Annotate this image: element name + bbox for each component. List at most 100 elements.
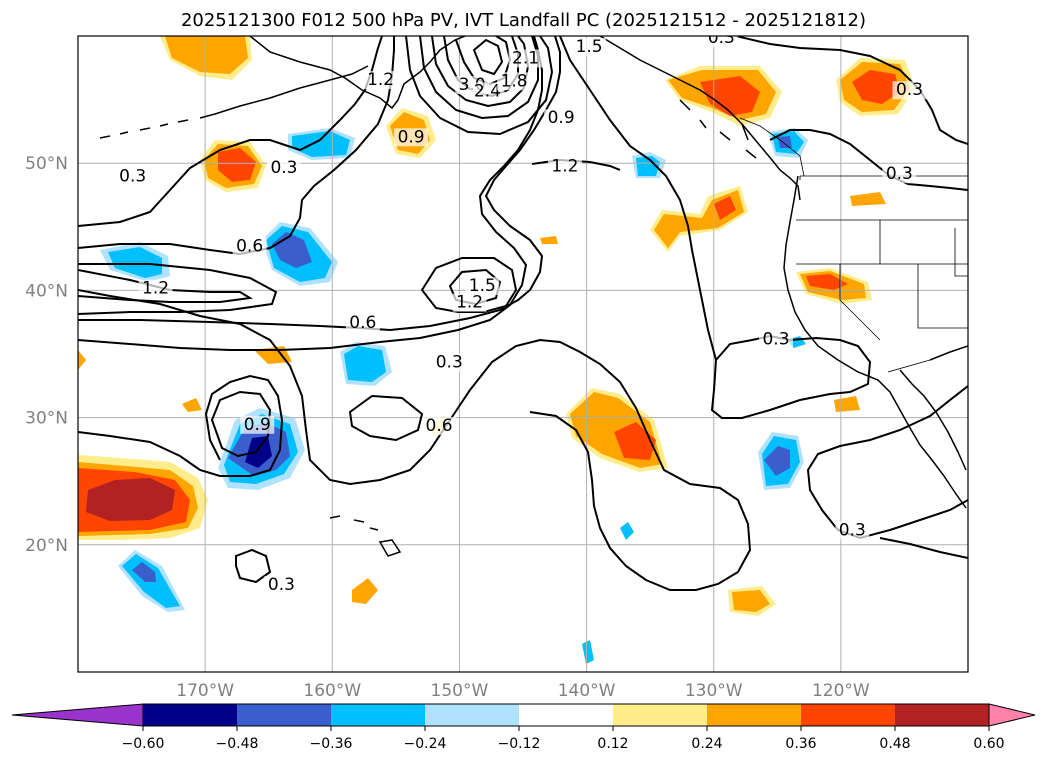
shade-orange-small-3 bbox=[850, 192, 886, 206]
shade-blue-175w-b bbox=[108, 247, 162, 278]
contour-label: 1.2 bbox=[456, 293, 483, 313]
lon-tick-label: 160°W bbox=[303, 681, 361, 701]
colorbar-extend-low bbox=[11, 703, 144, 727]
contour-label-bg bbox=[465, 277, 500, 296]
colorbar-box bbox=[237, 704, 331, 726]
shade-blue-small-2c bbox=[778, 136, 792, 148]
colorbar: −0.60 −0.48 −0.36 −0.24 −0.12 0.12 0.24 0.36 0.4… bbox=[11, 703, 1036, 752]
coast-mexico bbox=[929, 345, 968, 361]
contour-0-3-small bbox=[235, 548, 272, 584]
lon-tick-label: 120°W bbox=[812, 681, 870, 701]
contour-label: 1.5 bbox=[576, 37, 603, 57]
map-frame bbox=[77, 35, 969, 673]
shade-blue-158w-b bbox=[344, 346, 386, 382]
colorbar-box bbox=[613, 704, 707, 726]
lon-tick-label: 130°W bbox=[685, 681, 743, 701]
lat-tick-label: 50°N bbox=[25, 154, 68, 174]
contour-label: 2.1 bbox=[512, 48, 539, 68]
contour-label: 2.4 bbox=[474, 82, 501, 102]
shade-blue-175w-17n-c bbox=[132, 562, 156, 582]
colorbar-extend-high bbox=[988, 703, 1036, 727]
colorbar-tick-label: 0.36 bbox=[785, 736, 816, 752]
contour-label-bg bbox=[572, 37, 607, 56]
coast-aleutians bbox=[99, 119, 189, 139]
shade-orange-133w-44n-c bbox=[714, 196, 736, 220]
contour-label: 0.6 bbox=[236, 237, 263, 257]
border-states bbox=[796, 219, 968, 373]
contour-label-bg bbox=[759, 330, 794, 349]
contour-label: 1.2 bbox=[367, 70, 394, 90]
shade-blue-small-4 bbox=[620, 522, 634, 540]
contour-label-bg bbox=[432, 353, 467, 372]
lon-tick-label: 170°W bbox=[176, 681, 234, 701]
map-title: 2025121300 F012 500 hPa PV, IVT Landfall… bbox=[180, 10, 867, 31]
contour-label-bg bbox=[470, 82, 505, 101]
border-alaska-canada bbox=[739, 117, 805, 180]
contour-label: 0.6 bbox=[426, 416, 453, 436]
contour-label-bg bbox=[266, 158, 301, 177]
contour-label-bg bbox=[882, 165, 917, 184]
lat-tick-label: 30°N bbox=[25, 409, 68, 429]
contour-label: 0.3 bbox=[119, 167, 146, 187]
contour-0-6-main bbox=[78, 36, 561, 332]
contour-0-6-north bbox=[78, 36, 395, 256]
contour-label-bg bbox=[363, 71, 398, 90]
contour-label-bg bbox=[422, 417, 457, 436]
latitude-labels: 50°N 40°N 30°N 20°N bbox=[25, 154, 68, 556]
contour-label: 0.6 bbox=[349, 313, 376, 333]
contour-label: 0.3 bbox=[270, 158, 297, 178]
contour-0-3-ne bbox=[735, 36, 968, 145]
contour-0-9-main bbox=[78, 36, 543, 351]
colorbar-frame bbox=[142, 703, 990, 727]
contour-label: 1.5 bbox=[469, 276, 496, 296]
colorbar-tick-label: 0.48 bbox=[879, 736, 910, 752]
colorbar-tick-label: 0.24 bbox=[691, 736, 722, 752]
contour-label-bg bbox=[497, 72, 532, 91]
contour-label: 0.9 bbox=[548, 108, 575, 128]
contour-label-bg bbox=[138, 279, 173, 298]
contour-label: 1.2 bbox=[551, 157, 578, 177]
shade-blue-125w-c bbox=[764, 446, 790, 476]
contour-label: 0.3 bbox=[839, 520, 866, 540]
contour-ring-5 bbox=[455, 36, 512, 86]
contour-0-3-east bbox=[559, 36, 872, 419]
shade-blue-small-3 bbox=[582, 640, 594, 664]
ivt-contours bbox=[78, 36, 968, 591]
shade-orange-small-8 bbox=[182, 398, 202, 412]
shade-orange-north-b bbox=[165, 36, 248, 74]
colorbar-tick-label: −0.36 bbox=[310, 736, 353, 752]
contour-ring-6 bbox=[472, 38, 504, 76]
contour-0-3-low-center bbox=[78, 374, 284, 477]
contour-label-bg bbox=[232, 237, 267, 256]
contour-label-bg bbox=[508, 49, 543, 68]
contour-label-bg bbox=[704, 36, 739, 48]
contour-label: 1.8 bbox=[501, 71, 528, 91]
contour-ring-1 bbox=[405, 36, 554, 136]
shade-orange-small-7 bbox=[540, 236, 558, 244]
shade-orange-small-4 bbox=[834, 396, 860, 412]
contour-label-bg bbox=[452, 293, 487, 312]
contour-ring-2 bbox=[419, 36, 539, 120]
colorbar-box bbox=[519, 704, 613, 726]
colorbar-box bbox=[331, 704, 425, 726]
contour-1-2-main bbox=[420, 257, 518, 313]
contour-label-bg bbox=[394, 128, 429, 147]
shade-blue-small-1b bbox=[636, 156, 660, 176]
coast-hawaii bbox=[329, 515, 402, 557]
colorbar-tick-label: −0.48 bbox=[216, 736, 259, 752]
contour-label-bg bbox=[835, 521, 870, 540]
colorbar-box bbox=[801, 704, 895, 726]
colorbar-tick-label: −0.12 bbox=[498, 736, 541, 752]
colorbar-tick-label: 0.60 bbox=[973, 736, 1004, 752]
shade-orange-small-9 bbox=[78, 350, 86, 370]
lat-tick-label: 20°N bbox=[25, 536, 68, 556]
coast-gulf-alaska bbox=[599, 36, 749, 141]
colorbar-tick-label: −0.24 bbox=[404, 736, 447, 752]
contour-label-bg bbox=[547, 157, 582, 176]
coast-us-west bbox=[783, 175, 967, 509]
coast-alaska-peninsula bbox=[199, 65, 369, 119]
contour-0-9-north bbox=[78, 263, 278, 315]
contour-0-3-nw-cali bbox=[769, 129, 968, 191]
colorbar-tick-label: 0.12 bbox=[597, 736, 628, 752]
